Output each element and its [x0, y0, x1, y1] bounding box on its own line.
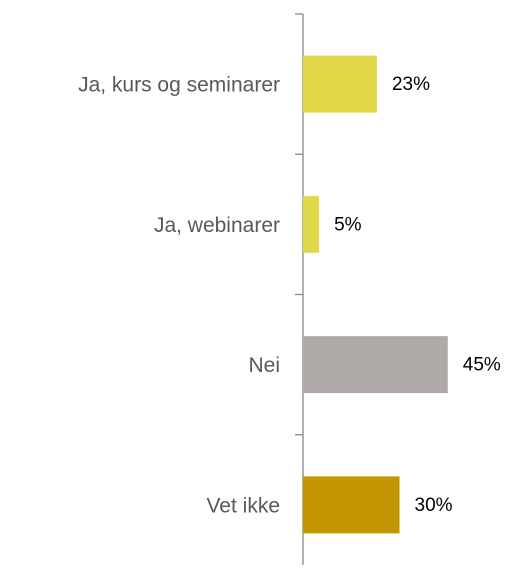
data-label: 30%: [415, 495, 453, 516]
bar: [303, 55, 377, 113]
bar: [303, 336, 448, 394]
data-label: 5%: [334, 214, 362, 235]
category-label: Ja, webinarer: [154, 214, 280, 237]
data-label: 23%: [392, 74, 430, 95]
category-label: Nei: [248, 354, 280, 377]
data-label: 45%: [463, 355, 501, 376]
bar: [303, 195, 320, 253]
bar: [303, 476, 400, 534]
category-label: Vet ikke: [206, 494, 280, 517]
category-label: Ja, kurs og seminarer: [78, 74, 280, 97]
